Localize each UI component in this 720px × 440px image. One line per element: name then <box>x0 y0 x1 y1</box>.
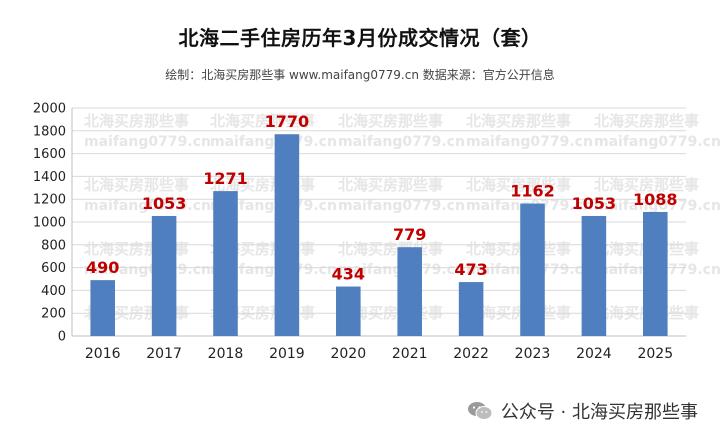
bar-2018 <box>213 191 238 336</box>
x-tick-label: 2021 <box>392 346 428 362</box>
watermark-text: 北海买房那些事 <box>338 240 443 258</box>
watermark-text: 北海买房那些事 <box>210 112 315 130</box>
data-label: 779 <box>393 225 426 244</box>
watermark-text: maifang0779.cn <box>594 198 720 214</box>
watermark-text: maifang0779.cn <box>338 198 465 214</box>
watermark-text: 北海买房那些事 <box>466 240 571 258</box>
x-tick-label: 2022 <box>453 346 489 362</box>
x-tick-label: 2019 <box>269 346 305 362</box>
watermark-text: 北海买房那些事 <box>594 112 699 130</box>
x-tick-label: 2024 <box>576 346 612 362</box>
y-tick-label: 200 <box>41 307 66 322</box>
y-tick-label: 1200 <box>33 193 66 208</box>
watermark-text: 北海买房那些事 <box>466 176 571 194</box>
data-label: 1053 <box>142 194 187 213</box>
watermark-text: 北海买房那些事 <box>338 112 443 130</box>
y-tick-label: 0 <box>58 330 66 345</box>
labels-layer: 490 1053 1271 1770 434 779 473 1162 1053 1088 <box>86 112 678 283</box>
y-tick-label: 800 <box>41 238 66 253</box>
bar-2020 <box>336 286 361 336</box>
watermark-text: maifang0779.cn <box>338 134 465 150</box>
bar-2025 <box>643 211 668 336</box>
watermark-text: 北海买房那些事 <box>594 176 699 194</box>
x-tick-label: 2017 <box>146 346 182 362</box>
watermark-text: maifang0779.cn <box>594 134 720 150</box>
data-label: 1770 <box>265 112 310 131</box>
watermark-text: maifang0779.cn <box>210 198 337 214</box>
y-tick-label: 400 <box>41 284 66 299</box>
watermark-text: maifang0779.cn <box>466 134 593 150</box>
y-tick-label: 1600 <box>33 147 66 162</box>
bar-2021 <box>397 247 422 336</box>
watermark-text: maifang0779.cn <box>210 134 337 150</box>
footer: 公众号 · 北海买房那些事 <box>467 398 698 424</box>
data-label: 434 <box>332 265 365 284</box>
chart-title: 北海二手住房历年3月份成交情况（套） <box>178 26 542 50</box>
x-tick-label: 2018 <box>208 346 244 362</box>
watermark-text: maifang0779.cn <box>84 198 211 214</box>
y-tick-label: 1000 <box>33 216 66 231</box>
y-tick-label: 600 <box>41 261 66 276</box>
watermark-text: 北海买房那些事 <box>84 112 189 130</box>
data-label: 1088 <box>633 190 678 209</box>
x-tick-label: 2023 <box>515 346 551 362</box>
watermark-text: maifang0779.cn <box>84 134 211 150</box>
x-tick-label: 2016 <box>85 346 121 362</box>
data-label: 490 <box>86 258 119 277</box>
watermark-text: 北海买房那些事 <box>466 112 571 130</box>
x-tick-label: 2025 <box>637 346 673 362</box>
y-tick-label: 1400 <box>33 170 66 185</box>
chart-subtitle: 绘制：北海买房那些事 www.maifang0779.cn 数据来源：官方公开信… <box>165 68 555 82</box>
data-label: 1053 <box>572 194 617 213</box>
data-label: 473 <box>454 260 487 279</box>
data-label: 1271 <box>203 169 248 188</box>
bar-2017 <box>151 215 177 336</box>
bar-2023 <box>520 203 545 336</box>
watermark-text: 北海买房那些事 <box>84 176 189 194</box>
bars-layer <box>90 134 668 336</box>
wechat-icon <box>467 402 493 420</box>
bar-2024 <box>581 215 607 336</box>
y-tick-label: 2000 <box>33 102 66 117</box>
watermark-text: maifang0779.cn <box>84 262 211 278</box>
bar-2022 <box>458 282 484 336</box>
footer-text: 公众号 · 北海买房那些事 <box>500 402 698 423</box>
watermark-text: 北海买房那些事 <box>338 176 443 194</box>
x-tick-label: 2020 <box>330 346 366 362</box>
watermark-text: maifang0779.cn <box>210 262 337 278</box>
data-label: 1162 <box>510 182 555 201</box>
bar-2019 <box>274 134 300 336</box>
y-tick-label: 1800 <box>33 124 66 139</box>
bar-2016 <box>90 280 115 336</box>
